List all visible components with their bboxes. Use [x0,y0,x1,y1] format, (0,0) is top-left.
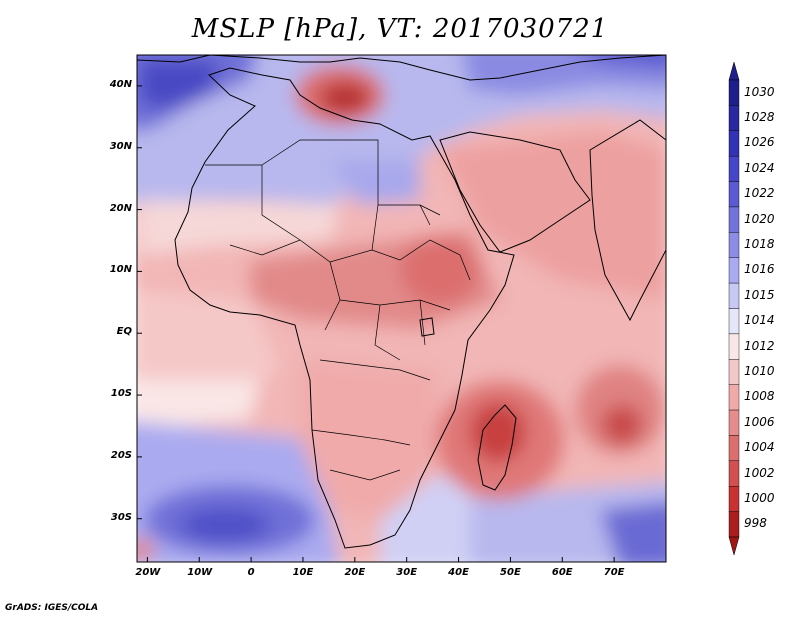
colorbar-bottom-arrow [728,536,740,556]
colorbar-swatch [728,460,740,487]
pressure-field [137,55,666,562]
colorbar-swatch [728,435,740,462]
colorbar-swatch [728,511,740,538]
india-coastline [589,119,666,322]
colorbar-swatch [728,206,740,233]
lon-tick-label: 50E [500,567,521,578]
lon-tick-label: 10W [187,567,213,578]
colorbar-label: 1024 [744,160,775,175]
grads-credit: GrADS: IGES/COLA [5,603,99,613]
colorbar-label: 1022 [744,186,775,201]
lon-tick-label: 70E [603,567,625,578]
latitude-axis [137,85,142,520]
colorbar-label: 1026 [744,135,775,150]
colorbar-label: 1030 [744,84,775,99]
country-borders [205,139,471,481]
colorbar-swatch [728,333,740,360]
colorbar-label: 1006 [744,414,775,429]
arabia-coastline [439,131,591,253]
colorbar-swatch [728,257,740,284]
lat-tick-label: EQ [116,326,132,338]
colorbar-label: 1016 [744,262,775,277]
colorbar-swatch [728,79,740,106]
colorbar-swatch [728,409,740,436]
colorbar-label: 1014 [744,313,775,328]
colorbar-swatch [728,130,740,157]
colorbar-label: 1012 [744,338,775,353]
colorbar [728,61,740,556]
lat-tick-label: 20S [110,449,132,461]
lon-tick-label: 40E [448,567,469,578]
lake-victoria [419,317,435,337]
colorbar-label: 1018 [744,237,775,252]
map-frame [136,54,667,563]
africa-coastline [174,67,515,549]
lat-tick-label: 10N [109,264,132,276]
colorbar-label: 1015 [744,287,775,302]
colorbar-swatch [728,105,740,131]
colorbar-swatch [728,308,740,335]
colorbar-label: 1004 [744,440,775,455]
longitude-axis [146,557,615,562]
lat-tick-label: 20N [109,202,132,214]
colorbar-label: 1010 [744,363,775,378]
colorbar-label: 1008 [744,389,775,404]
colorbar-swatch [728,384,740,411]
lon-tick-label: 0 [247,567,255,578]
colorbar-swatch [728,155,740,182]
lat-tick-label: 30N [109,140,132,152]
madagascar [477,404,517,491]
lat-tick-label: 10S [110,388,132,400]
lat-tick-label: 40N [109,78,132,90]
colorbar-label: 1020 [744,211,775,226]
europe-coastline [137,55,666,81]
colorbar-swatch [728,282,740,309]
colorbar-label: 998 [744,516,767,531]
colorbar-swatch [728,232,740,258]
colorbar-swatch [728,486,740,512]
lon-tick-label: 10E [292,567,314,578]
lon-tick-label: 20W [135,567,161,578]
lat-tick-label: 30S [110,511,132,523]
colorbar-label: 1000 [744,490,775,505]
colorbar-top-arrow [728,61,740,81]
colorbar-swatch [728,359,740,385]
coastlines [137,55,666,549]
lon-tick-label: 20E [344,567,366,578]
colorbar-swatch [728,181,740,208]
colorbar-label: 1002 [744,465,775,480]
colorbar-label: 1028 [744,110,775,125]
map-title: MSLP [hPa], VT: 2017030721 [191,14,609,44]
lon-tick-label: 30E [396,567,418,578]
lon-tick-label: 60E [551,567,573,578]
